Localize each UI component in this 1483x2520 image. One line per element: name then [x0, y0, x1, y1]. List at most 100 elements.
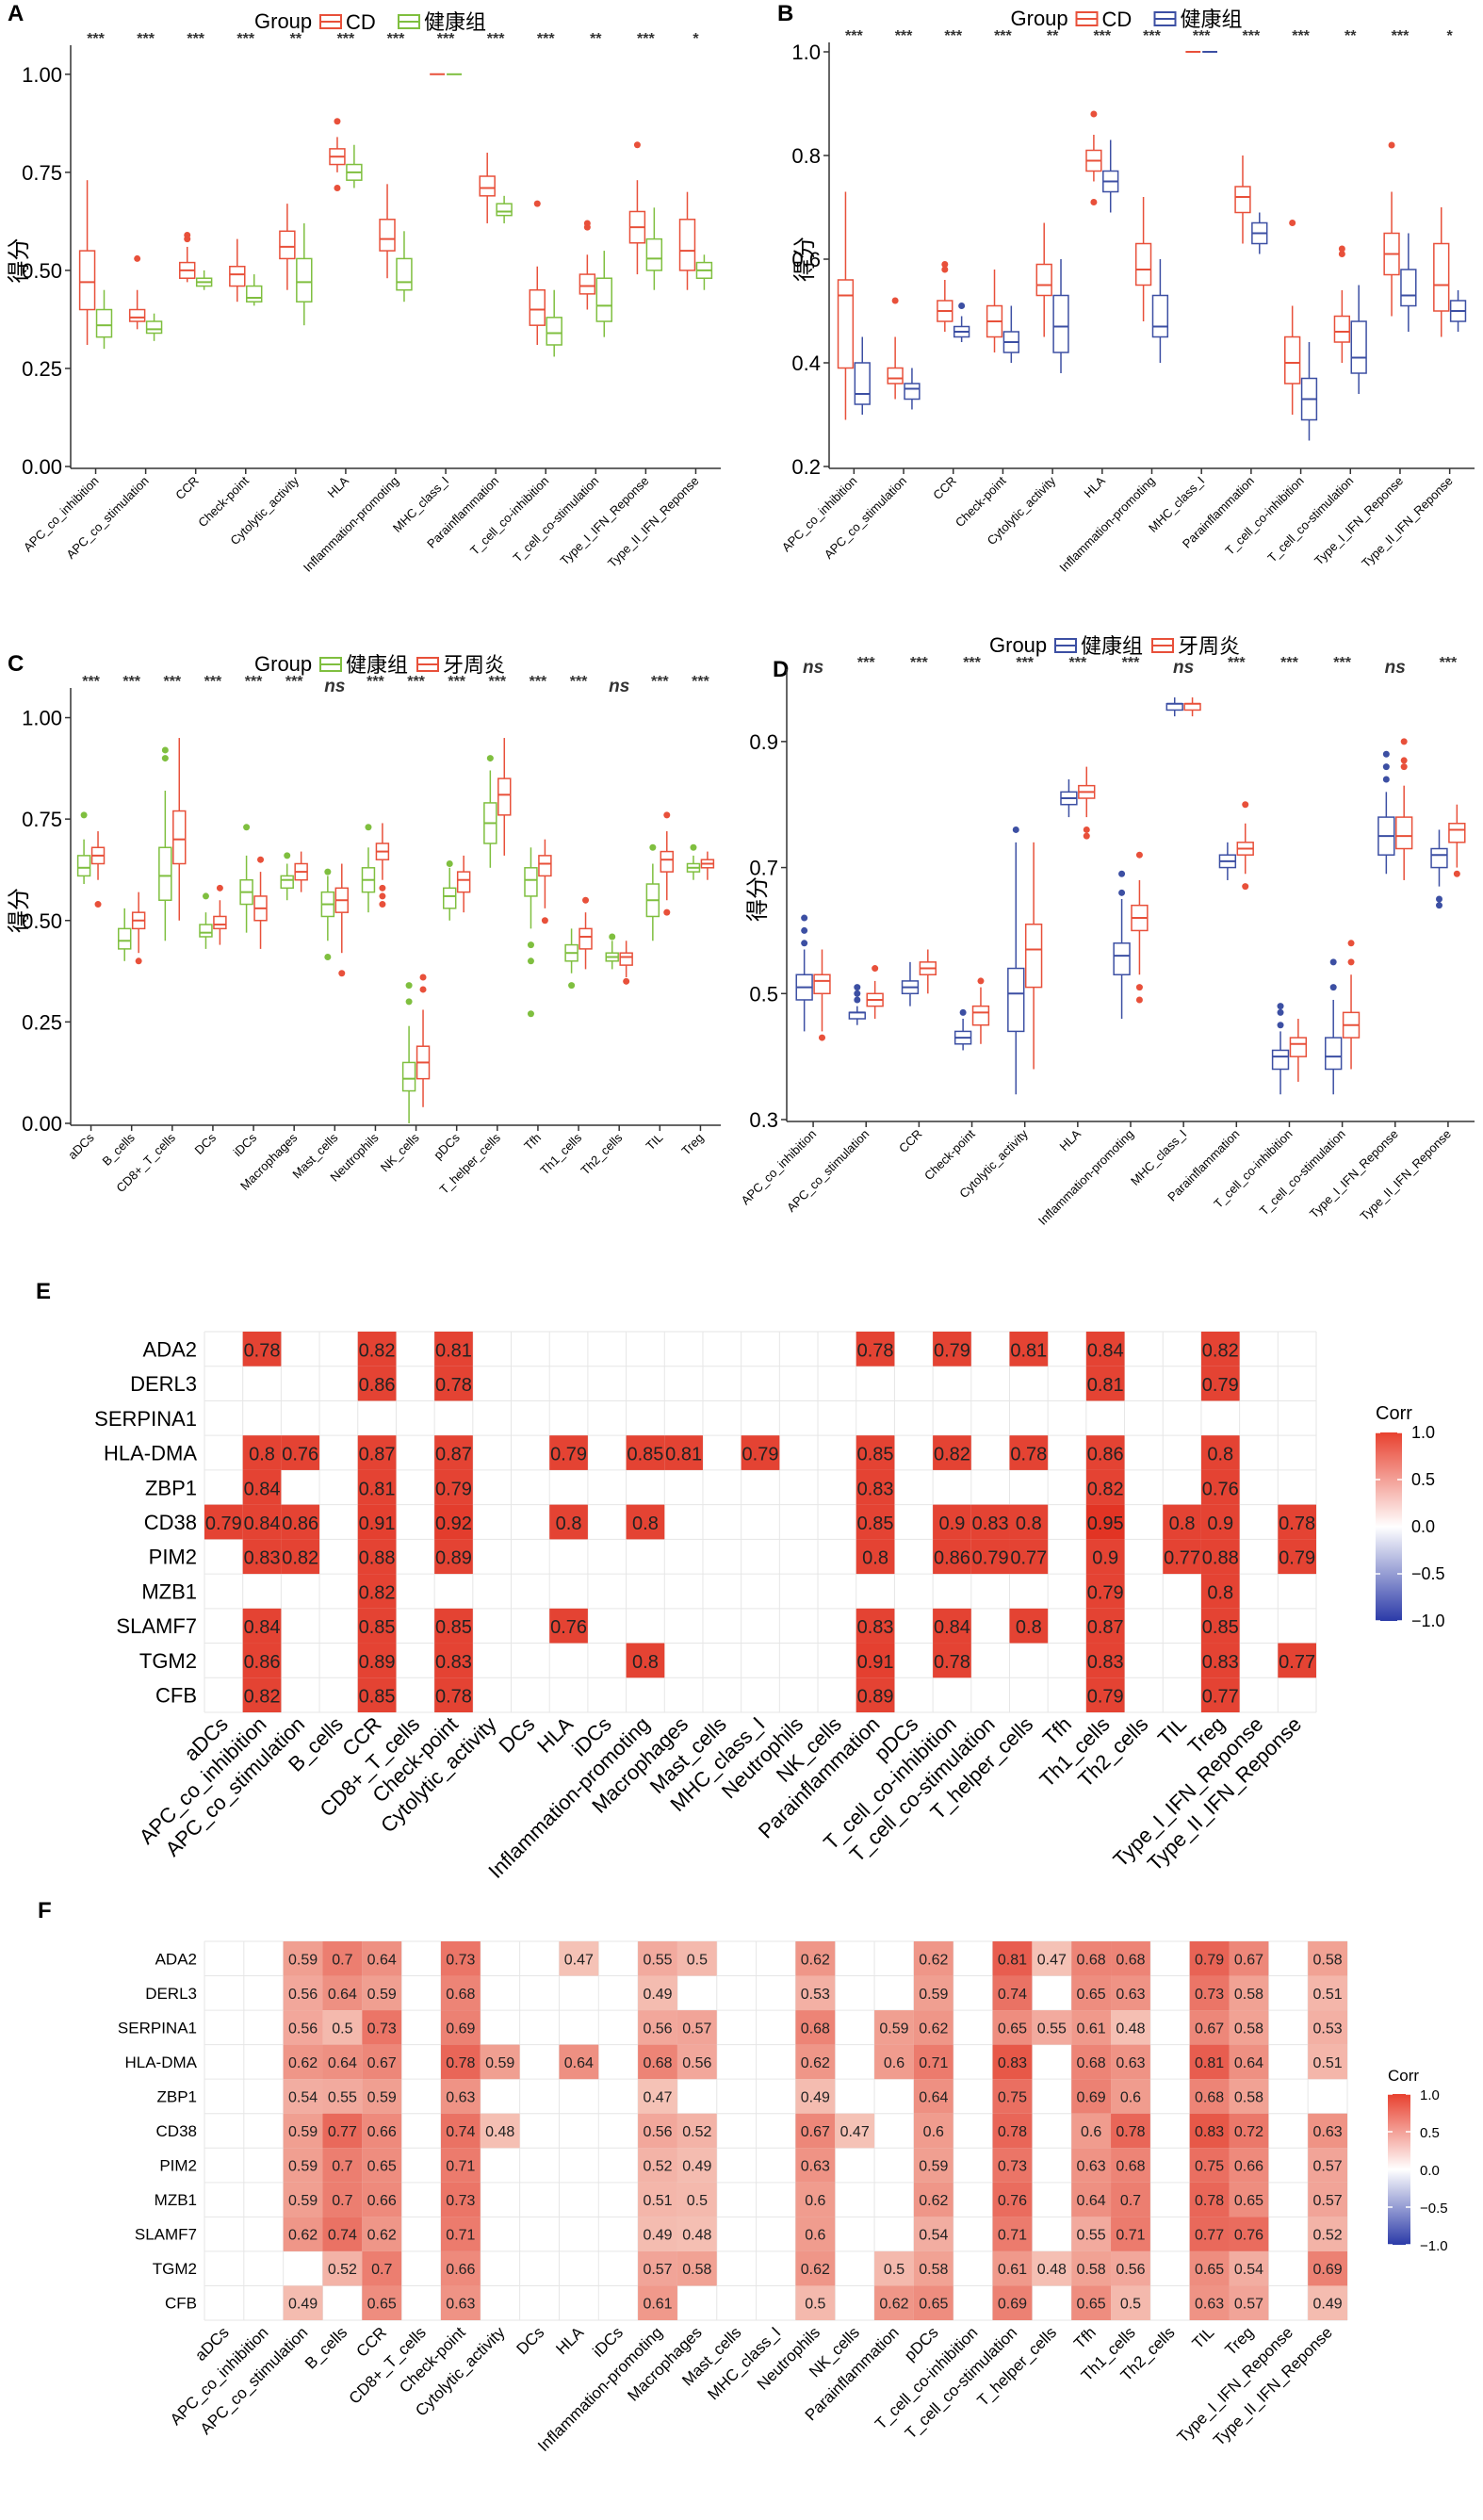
heat-cell-fill: [549, 1608, 588, 1644]
colorbar-title: Corr: [1388, 2067, 1419, 2085]
heat-cell-ada2-th1-cells: 0.68: [1111, 1941, 1150, 1976]
heat-cell-value: 0.48: [485, 2124, 514, 2140]
heat-cell-fill: [933, 1608, 971, 1644]
heat-cell-serpina1-type-ii-ifn-reponse: 0.53: [1308, 2010, 1347, 2045]
heat-cell-fill: [440, 2285, 481, 2320]
heat-cell-slamf7-t-cell-co-stimulation: 0.71: [992, 2217, 1033, 2251]
heat-cell-value: 0.87: [435, 1445, 472, 1465]
heat-cell-value: 0.62: [919, 2193, 948, 2209]
outlier-point: [1242, 801, 1249, 809]
heat-cell-fill: [638, 2148, 677, 2183]
significance-label: ***: [637, 31, 655, 47]
heat-cell-fill: [283, 2113, 323, 2149]
heat-cell-cd38-hla: 0.8: [549, 1504, 588, 1540]
box-apc-co-inhibition-2: [854, 336, 871, 415]
heat-cell-value: 0.81: [998, 1952, 1027, 1968]
heat-cell-fill: [1189, 2044, 1230, 2080]
heat-cell-value: 0.73: [446, 1952, 475, 1968]
heat-cell-value: 0.73: [1195, 1987, 1224, 2003]
heat-cell-fill: [362, 2250, 402, 2286]
heat-cell-fill: [322, 1941, 363, 1976]
heat-cell-cd38-inflammation-promoting: 0.56: [638, 2113, 677, 2149]
heat-cell-fill: [638, 2113, 677, 2149]
row-label: ADA2: [143, 1337, 197, 1361]
x-tick-label: Treg: [678, 1131, 706, 1158]
heat-cell-value: 0.83: [1195, 2124, 1224, 2140]
box-check-point-1: [229, 238, 246, 303]
heat-cell-pim2-macrophages: 0.49: [676, 2148, 717, 2183]
heat-cell-fill: [795, 2182, 836, 2217]
outlier-point: [1400, 757, 1408, 764]
heat-cell-fill: [357, 1574, 397, 1609]
outlier-point: [854, 990, 861, 997]
heat-cell-fill: [440, 1975, 481, 2011]
heat-cell-fill: [638, 2182, 677, 2217]
heat-cell-pim2-check-point: 0.89: [434, 1539, 473, 1575]
box-body: [1007, 967, 1025, 1033]
heat-cell-fill: [874, 2044, 914, 2080]
outlier-point: [1347, 940, 1355, 947]
significance-label: ***: [204, 674, 222, 690]
heat-cell-pim2-type-ii-ifn-reponse: 0.79: [1278, 1539, 1316, 1575]
box-ccr-2: [195, 270, 213, 290]
outlier-point: [135, 957, 142, 965]
heat-cell-value: 0.63: [1116, 2055, 1145, 2071]
heat-cell-value: 0.78: [998, 2124, 1027, 2140]
heat-cell-value: 0.95: [1087, 1514, 1124, 1534]
box-macrophages-1: [280, 852, 294, 901]
significance-label: ***: [1292, 28, 1310, 44]
heat-cell-fill: [741, 1435, 780, 1470]
heat-cell-serpina1-check-point: 0.69: [440, 2010, 481, 2045]
box-type-ii-ifn-reponse-1: [678, 191, 696, 290]
heat-cell-fill: [357, 1677, 397, 1712]
heat-cell-value: 0.75: [1195, 2159, 1224, 2175]
heat-cell-serpina1-t-cell-co-stimulation: 0.65: [992, 2010, 1033, 2045]
box-pdcs-1: [443, 859, 457, 921]
heat-cell-fill: [357, 1332, 397, 1366]
heat-cell-zbp1-apc-co-stimulation: 0.54: [283, 2079, 323, 2114]
box-body: [78, 250, 96, 311]
heat-cell-fill: [242, 1677, 282, 1712]
heat-cell-value: 0.65: [998, 2021, 1027, 2037]
heat-cell-fill: [970, 1539, 1010, 1575]
legend-title: Group: [254, 652, 312, 676]
box-t-cell-co-stimulation-1: [1325, 958, 1343, 1095]
heat-cell-value: 0.9: [1092, 1548, 1118, 1569]
heat-cell-value: 0.49: [801, 2089, 830, 2105]
col-label: Treg: [1222, 2323, 1258, 2359]
heat-cell-fill: [913, 2217, 953, 2251]
heat-cell-value: 0.6: [884, 2055, 904, 2071]
row-label: HLA-DMA: [124, 2054, 197, 2071]
heat-cell-hla-dma-t-cell-co-inhibition: 0.82: [933, 1435, 971, 1470]
legend-key-1: 健康组: [1054, 634, 1143, 658]
y-axis-label: 得分: [7, 238, 32, 284]
heat-cell-fill: [1071, 2079, 1112, 2114]
outlier-point: [94, 901, 102, 908]
box-cytolytic-activity-1: [1035, 222, 1052, 337]
heat-cell-fill: [856, 1469, 895, 1505]
outlier-point: [161, 746, 169, 754]
heat-cell-hla-dma-hla: 0.64: [559, 2044, 599, 2080]
box-mhc-class-i-2: [1183, 697, 1201, 717]
heat-cell-value: 0.79: [205, 1514, 242, 1534]
heat-cell-tgm2-til: 0.65: [1189, 2250, 1230, 2286]
heat-cell-fill: [1009, 1504, 1049, 1540]
heat-cell-hla-dma-mhc-class-i: 0.79: [741, 1435, 780, 1470]
box-body: [579, 273, 596, 295]
heat-cell-fill: [1229, 1941, 1269, 1976]
outlier-point: [1135, 851, 1143, 859]
significance-label: **: [1344, 28, 1357, 44]
outlier-point: [1453, 870, 1460, 877]
heat-cell-cd38-check-point: 0.74: [440, 2113, 481, 2149]
outlier-point: [80, 811, 88, 819]
heat-cell-value: 0.76: [998, 2193, 1027, 2209]
heat-cell-fill: [913, 2113, 953, 2149]
legend-title: Group: [1011, 7, 1068, 30]
heat-cell-fill: [933, 1539, 971, 1575]
box-apc-co-inhibition-1: [795, 914, 813, 1032]
heat-cell-pim2-t-cell-co-inhibition: 0.86: [933, 1539, 971, 1575]
heat-cell-value: 0.88: [359, 1548, 396, 1569]
outlier-point: [1135, 996, 1143, 1004]
heat-cell-value: 0.59: [367, 1987, 397, 2003]
significance-label: ***: [1243, 28, 1261, 44]
